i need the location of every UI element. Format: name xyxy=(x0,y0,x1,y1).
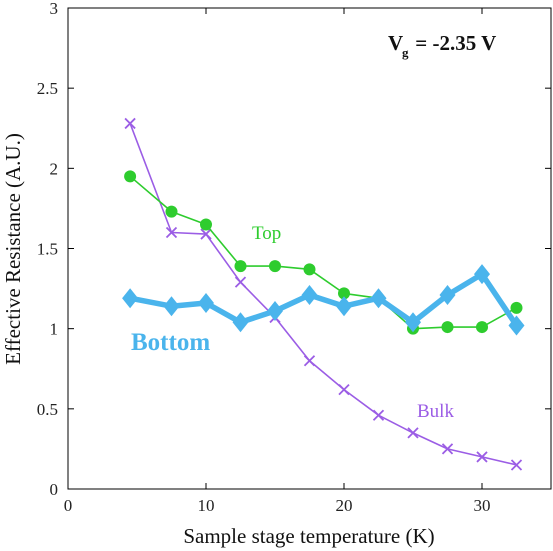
data-point-top xyxy=(338,287,350,300)
annotation-subscript: g xyxy=(402,45,409,60)
data-point-bulk xyxy=(441,443,454,455)
x-tick-label: 10 xyxy=(198,496,215,515)
y-tick-label: 0 xyxy=(50,480,59,499)
data-point-bulk xyxy=(407,427,419,439)
x-tick-label: 20 xyxy=(336,496,353,515)
series-label-bulk: Bulk xyxy=(417,401,454,422)
y-tick-label: 3 xyxy=(50,0,59,18)
series-layer: Top Bottom Bulk xyxy=(122,117,525,471)
data-point-bottom xyxy=(301,284,318,305)
data-point-bottom xyxy=(198,293,214,314)
data-point-bottom xyxy=(163,296,180,317)
data-point-bottom xyxy=(336,296,352,317)
series-label-top: Top xyxy=(252,223,281,244)
data-point-bottom xyxy=(439,284,456,305)
data-point-bulk xyxy=(165,226,178,239)
y-axis-label: Effective Resistance (A.U.) xyxy=(1,133,25,365)
y-tick-label: 2.5 xyxy=(37,79,58,98)
data-point-bulk xyxy=(510,459,523,471)
series-line-bulk xyxy=(129,123,517,466)
data-point-top xyxy=(441,321,454,334)
data-point-top xyxy=(510,301,523,314)
y-tick-label: 1 xyxy=(50,320,59,339)
data-point-top xyxy=(124,170,137,183)
data-point-top xyxy=(200,218,212,231)
data-point-bottom xyxy=(474,264,490,285)
data-point-top xyxy=(303,263,316,276)
data-point-bottom xyxy=(370,288,387,309)
data-point-bulk xyxy=(372,409,385,421)
data-point-top xyxy=(165,205,178,218)
data-point-bulk xyxy=(124,117,136,130)
x-axis-ticks: 0 10 20 30 xyxy=(64,8,491,515)
annotation-symbol: V xyxy=(388,31,403,55)
series-bottom xyxy=(122,264,525,336)
data-point-bottom xyxy=(232,312,249,333)
data-point-bulk xyxy=(303,355,316,367)
gate-voltage-annotation: V g = -2.35 V xyxy=(388,31,496,60)
plot-frame xyxy=(67,7,552,490)
data-point-bulk xyxy=(338,383,350,396)
y-tick-label: 1.5 xyxy=(37,240,58,259)
data-point-top xyxy=(476,321,488,334)
series-label-bottom: Bottom xyxy=(131,329,210,356)
data-point-top xyxy=(269,260,281,273)
x-tick-label: 30 xyxy=(474,496,491,515)
annotation-value: = -2.35 V xyxy=(410,31,496,55)
data-point-top xyxy=(234,260,247,273)
data-point-bulk xyxy=(200,228,212,240)
data-point-bulk xyxy=(476,451,488,463)
data-point-bottom xyxy=(267,301,283,322)
data-point-bottom xyxy=(405,312,421,333)
series-bulk xyxy=(124,117,523,471)
x-tick-label: 0 xyxy=(64,496,73,515)
x-axis-label: Sample stage temperature (K) xyxy=(183,524,434,548)
data-point-bottom xyxy=(122,288,139,309)
y-tick-label: 2 xyxy=(50,159,59,178)
data-point-bottom xyxy=(508,315,525,336)
series-top xyxy=(124,170,523,335)
y-tick-label: 0.5 xyxy=(37,400,58,419)
data-point-bulk xyxy=(234,276,247,288)
y-axis-ticks: 0 0.5 1 1.5 2 2.5 3 xyxy=(37,0,551,499)
series-line-bottom xyxy=(129,271,519,328)
